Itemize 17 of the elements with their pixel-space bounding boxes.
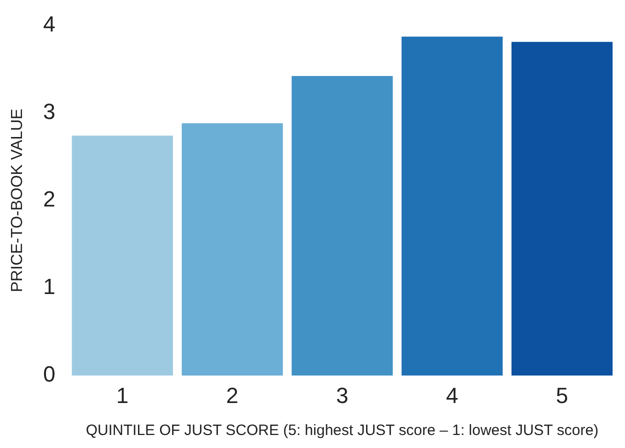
x-tick-label: 3 — [336, 382, 348, 408]
y-tick-label: 1 — [43, 274, 56, 300]
bar — [292, 76, 393, 376]
x-tick-label: 5 — [556, 382, 568, 408]
bar — [402, 36, 503, 376]
y-tick-label: 4 — [43, 11, 56, 36]
y-tick-label: 2 — [43, 186, 56, 212]
y-tick-label: 3 — [43, 98, 56, 124]
bar — [511, 42, 613, 376]
x-tick-label: 4 — [446, 382, 458, 408]
bar — [72, 136, 173, 376]
x-axis-title: QUINTILE OF JUST SCORE (5: highest JUST score – 1: lowest JUST score) — [86, 422, 599, 440]
y-tick-label: 0 — [43, 362, 56, 387]
y-axis-title: PRICE-TO-BOOK VALUE — [9, 108, 26, 292]
bar — [182, 123, 283, 376]
x-tick-label: 2 — [226, 382, 238, 408]
x-tick-label: 1 — [116, 382, 129, 408]
